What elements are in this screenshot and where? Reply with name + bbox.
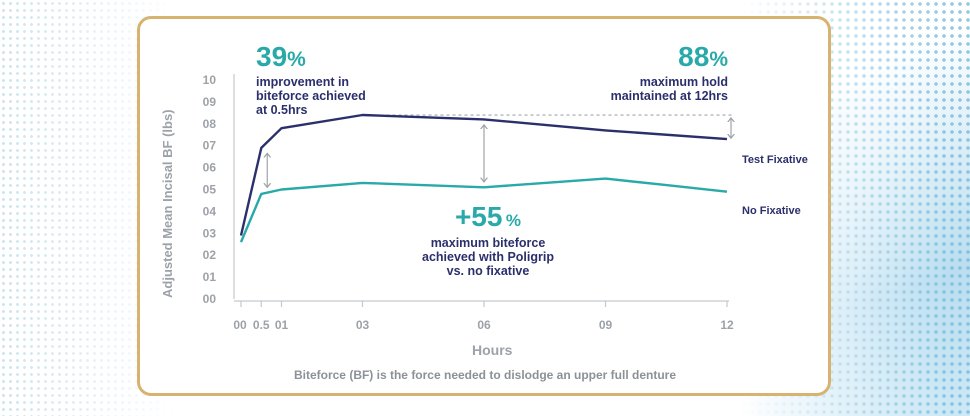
x-tick-label: 01 bbox=[275, 318, 289, 332]
callout-improvement-line3: at 0.5hrs bbox=[256, 103, 308, 117]
series-line-test-fixative bbox=[239, 113, 728, 236]
callout-max-hold-suffix: % bbox=[709, 48, 728, 71]
y-tick-label: 08 bbox=[203, 117, 217, 131]
callout-max-biteforce-line3: vs. no fixative bbox=[446, 264, 530, 278]
callout-max-hold: 88% maximum hold maintained at 12hrs bbox=[600, 41, 728, 104]
y-tick-label: 09 bbox=[203, 95, 217, 109]
callout-max-hold-value: 88 bbox=[678, 41, 710, 72]
y-tick-label: 03 bbox=[203, 226, 217, 240]
y-tick-label: 04 bbox=[203, 204, 217, 218]
series-layer bbox=[239, 113, 728, 243]
legend-test-fixative: Test Fixative bbox=[742, 154, 808, 166]
y-tick-label: 05 bbox=[203, 183, 217, 197]
callout-max-biteforce-line2: achieved with Poligrip bbox=[422, 250, 554, 264]
y-axis: 00 01 02 03 04 05 06 07 08 09 10 bbox=[203, 73, 235, 306]
y-tick-label: 02 bbox=[203, 248, 217, 262]
chart-card bbox=[137, 16, 831, 396]
callout-improvement-suffix: % bbox=[287, 48, 306, 71]
x-tick-label: 0.5 bbox=[253, 318, 270, 332]
x-tick-label: 03 bbox=[356, 318, 370, 332]
callout-max-biteforce-value: +55 bbox=[454, 201, 503, 232]
x-tick-label: 12 bbox=[720, 318, 734, 332]
x-axis: 00 0.5 01 03 06 09 12 bbox=[233, 300, 734, 332]
callout-max-hold-line1: maximum hold bbox=[639, 75, 728, 89]
callout-improvement-value: 39 bbox=[256, 41, 288, 72]
chart-annotations bbox=[267, 114, 733, 187]
callout-max-biteforce-suffix: % bbox=[505, 211, 522, 230]
x-axis-title: Hours bbox=[472, 342, 513, 358]
callout-max-hold-line2: maintained at 12hrs bbox=[610, 89, 728, 103]
callout-improvement-line1: improvement in bbox=[256, 75, 350, 89]
y-tick-label: 07 bbox=[203, 139, 217, 153]
y-axis-title: Adjusted Mean Incisal BF (lbs) bbox=[160, 109, 175, 298]
legend-no-fixative: No Fixative bbox=[742, 205, 801, 217]
y-tick-label: 00 bbox=[203, 292, 217, 306]
callout-improvement-line2: biteforce achieved bbox=[256, 89, 366, 103]
callout-max-biteforce: +55 % maximum biteforce achieved with Po… bbox=[413, 201, 563, 279]
footnote-text: Biteforce (BF) is the force needed to di… bbox=[293, 368, 677, 382]
y-tick-label: 01 bbox=[203, 270, 217, 284]
series-line-no-fixative bbox=[239, 177, 728, 243]
x-tick-label: 06 bbox=[477, 318, 491, 332]
callout-improvement: 39% improvement in biteforce achieved at… bbox=[256, 41, 366, 118]
y-tick-label: 10 bbox=[203, 73, 217, 87]
footnote: Biteforce (BF) is the force needed to di… bbox=[0, 368, 970, 382]
y-tick-label: 06 bbox=[203, 161, 217, 175]
x-tick-label: 00 bbox=[233, 318, 247, 332]
callout-max-biteforce-line1: maximum biteforce bbox=[430, 236, 546, 250]
x-tick-label: 09 bbox=[599, 318, 613, 332]
